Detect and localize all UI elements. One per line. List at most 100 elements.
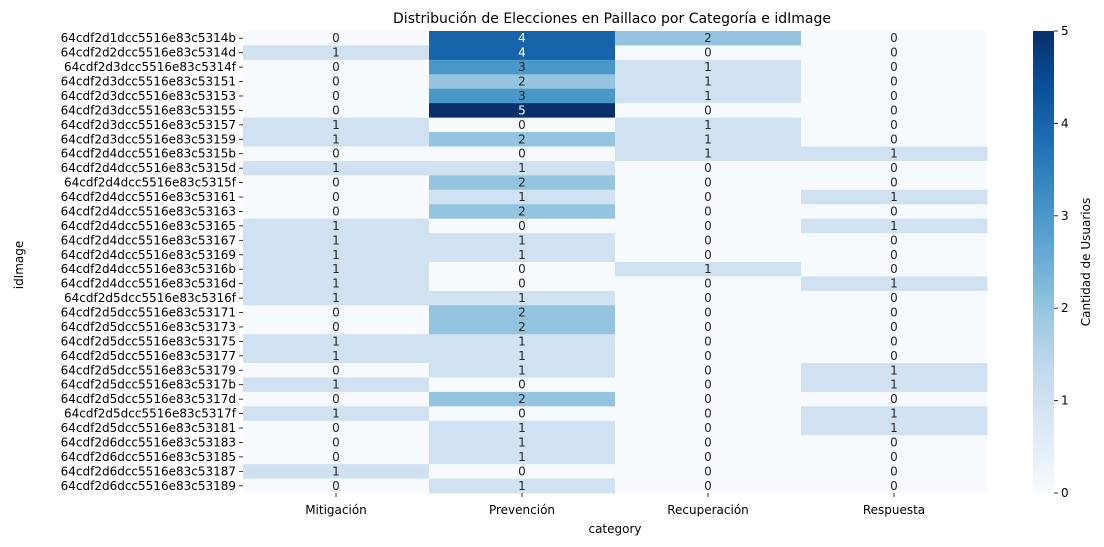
heatmap-cell [243,103,430,119]
y-axis-label: idImage [12,241,26,290]
cell-value-label: 0 [704,46,712,60]
cell-value-label: 0 [332,392,340,406]
heatmap-cell [801,464,988,480]
cell-value-label: 2 [518,204,526,218]
heatmap-cell [243,406,430,422]
heatmap-cell [801,449,988,465]
cell-value-label: 3 [518,89,526,103]
heatmap-cell [615,218,802,234]
row-tick-label: 64cdf2d5dcc5516e83c5317b [61,378,236,392]
heatmap-cell [615,204,802,220]
row-tick-label: 64cdf2d4dcc5516e83c5315b [61,147,236,161]
cell-value-label: 0 [704,464,712,478]
cell-value-label: 1 [332,262,340,276]
cell-value-label: 1 [704,147,712,161]
cell-value-label: 2 [518,320,526,334]
heatmap-cell [615,435,802,451]
cell-value-label: 1 [332,407,340,421]
cell-value-label: 1 [332,277,340,291]
heatmap-cell [615,74,802,90]
cell-value-label: 0 [890,349,898,363]
cell-value-label: 0 [704,421,712,435]
cell-value-label: 0 [704,190,712,204]
cell-value-label: 1 [332,46,340,60]
cell-value-label: 0 [332,450,340,464]
heatmap-cell [801,74,988,90]
cell-value-label: 0 [890,392,898,406]
heatmap-cell [429,262,616,277]
heatmap-cell [801,103,988,119]
cell-value-label: 0 [890,132,898,146]
cell-value-label: 2 [518,75,526,89]
heatmap-cell [243,132,430,147]
cell-value-label: 0 [704,435,712,449]
cell-value-label: 0 [890,118,898,132]
heatmap-cell [429,391,616,407]
cell-value-label: 1 [518,450,526,464]
heatmap-cell [801,262,988,277]
cell-value-label: 0 [704,378,712,392]
column-tick-label: Respuesta [863,503,925,517]
cell-value-label: 1 [332,464,340,478]
heatmap-cell [429,218,616,234]
heatmap-cell [801,146,988,162]
heatmap-cell [615,334,802,350]
cell-value-label: 0 [890,233,898,247]
row-tick-label: 64cdf2d3dcc5516e83c53155 [61,103,236,117]
cell-value-label: 0 [704,103,712,117]
heatmap-cell [615,88,802,104]
cell-value-label: 0 [704,407,712,421]
cell-value-label: 0 [890,306,898,320]
row-tick-label: 64cdf2d5dcc5516e83c53179 [61,363,236,377]
cell-value-label: 3 [518,60,526,74]
heatmap-cell [615,117,802,133]
heatmap-cell [615,262,802,277]
cell-value-label: 1 [518,291,526,305]
row-tick-label: 64cdf2d3dcc5516e83c53157 [61,118,236,132]
heatmap-cell [243,363,430,378]
heatmap-cell [801,189,988,205]
heatmap-cell [243,290,430,306]
cell-value-label: 0 [518,219,526,233]
cell-value-label: 2 [518,306,526,320]
cell-value-label: 0 [890,334,898,348]
row-tick-label: 64cdf2d4dcc5516e83c5316d [61,277,236,291]
heatmap-cell [243,117,430,133]
heatmap-cell [615,103,802,119]
heatmap-cell [801,420,988,436]
heatmap-cell [429,189,616,205]
cell-value-label: 1 [332,161,340,175]
cell-value-label: 1 [890,421,898,435]
heatmap-cell [429,117,616,133]
row-tick-label: 64cdf2d5dcc5516e83c53177 [61,349,236,363]
heatmap-cell [615,189,802,205]
heatmap-cell [615,449,802,465]
heatmap-cell [429,103,616,119]
cell-value-label: 0 [332,479,340,493]
row-tick-label: 64cdf2d4dcc5516e83c53161 [61,190,236,204]
heatmap-cell [243,31,430,46]
heatmap-cell [801,218,988,234]
heatmap-cell [801,247,988,263]
heatmap-cell [243,247,430,263]
cell-value-label: 1 [518,248,526,262]
heatmap-cell [615,305,802,321]
heatmap-cell [429,377,616,393]
cell-value-label: 0 [332,176,340,190]
cell-value-label: 0 [704,349,712,363]
row-tick-label: 64cdf2d4dcc5516e83c53167 [61,233,236,247]
heatmap-cell [243,88,430,104]
heatmap-cell [801,45,988,61]
cell-value-label: 1 [704,132,712,146]
heatmap-cell [615,146,802,162]
heatmap-cell [429,45,616,61]
cell-value-label: 1 [332,248,340,262]
cell-value-label: 1 [704,262,712,276]
heatmap-cell [801,59,988,75]
heatmap-cell [801,290,988,306]
cell-value-label: 0 [890,75,898,89]
heatmap-cell [801,435,988,451]
row-tick-label: 64cdf2d5dcc5516e83c5316f [64,291,237,305]
colorbar-tick-label: 0 [1061,486,1069,500]
